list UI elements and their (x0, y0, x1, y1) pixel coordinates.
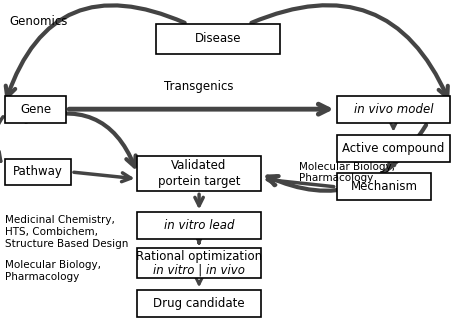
FancyBboxPatch shape (137, 248, 261, 278)
Text: Genomics: Genomics (9, 15, 68, 28)
FancyBboxPatch shape (137, 156, 261, 191)
Text: Gene: Gene (20, 103, 51, 116)
FancyBboxPatch shape (337, 96, 450, 123)
Text: Molecular Biology,
Pharmacology: Molecular Biology, Pharmacology (299, 162, 395, 183)
Text: Active compound: Active compound (342, 141, 445, 155)
Text: in vivo model: in vivo model (354, 103, 433, 116)
Text: in vitro | in vivo: in vitro | in vivo (153, 263, 245, 276)
Text: Mechanism: Mechanism (350, 180, 418, 193)
Text: Rational optimization: Rational optimization (136, 250, 262, 263)
FancyBboxPatch shape (337, 135, 450, 162)
Text: Medicinal Chemistry,
HTS, Combichem,
Structure Based Design: Medicinal Chemistry, HTS, Combichem, Str… (5, 215, 128, 248)
Text: Disease: Disease (195, 32, 241, 45)
FancyBboxPatch shape (137, 212, 261, 239)
Text: portein target: portein target (158, 175, 240, 188)
Text: Pathway: Pathway (13, 165, 63, 178)
Text: in vitro lead: in vitro lead (164, 219, 234, 232)
FancyBboxPatch shape (5, 96, 66, 123)
FancyBboxPatch shape (337, 173, 431, 200)
Text: Transgenics: Transgenics (164, 80, 234, 93)
FancyBboxPatch shape (137, 290, 261, 317)
Text: Validated: Validated (172, 159, 227, 172)
FancyBboxPatch shape (5, 159, 71, 186)
FancyBboxPatch shape (156, 24, 280, 54)
Text: Drug candidate: Drug candidate (153, 297, 245, 310)
Text: Molecular Biology,
Pharmacology: Molecular Biology, Pharmacology (5, 260, 101, 282)
